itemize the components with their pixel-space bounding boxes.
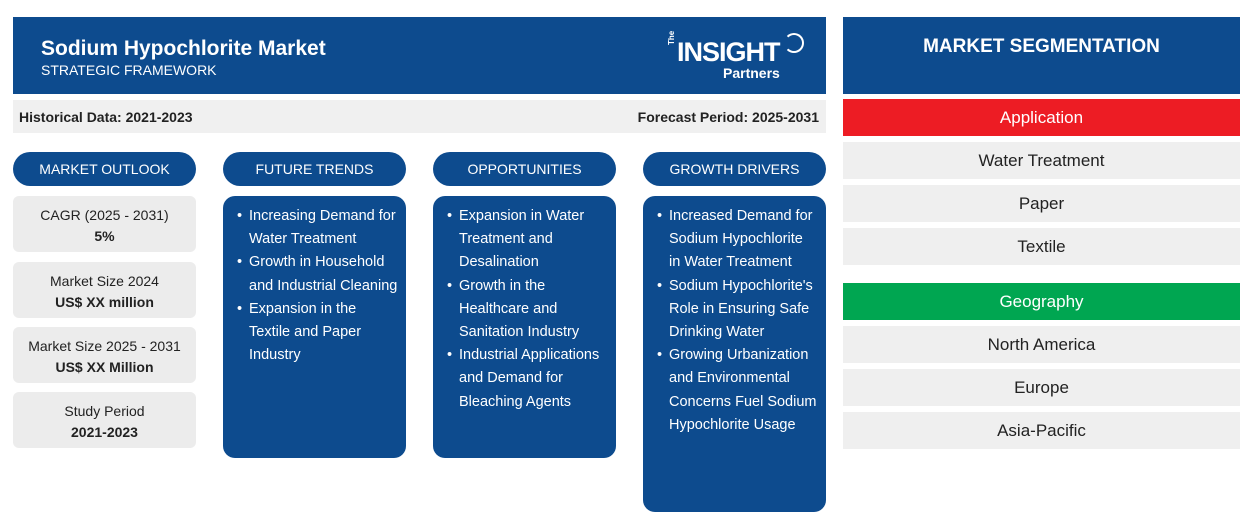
outlook-value: US$ XX Million: [55, 359, 154, 375]
list-item: Sodium Hypochlorite's Role in Ensuring S…: [657, 275, 818, 345]
outlook-card-market-size-forecast: Market Size 2025 - 2031 US$ XX Million: [13, 327, 196, 383]
outlook-label: CAGR (2025 - 2031): [40, 207, 169, 223]
outlook-value: US$ XX million: [55, 294, 154, 310]
logo-arc-icon: [784, 33, 804, 53]
report-subtitle: STRATEGIC FRAMEWORK: [41, 62, 217, 78]
opportunities-heading: OPPORTUNITIES: [433, 152, 616, 186]
growth-drivers-heading: GROWTH DRIVERS: [643, 152, 826, 186]
growth-drivers-panel: Increased Demand for Sodium Hypochlorite…: [643, 196, 826, 512]
segment-item: Asia-Pacific: [843, 412, 1240, 449]
future-trends-heading: FUTURE TRENDS: [223, 152, 406, 186]
report-title: Sodium Hypochlorite Market: [41, 37, 326, 60]
forecast-period: Forecast Period: 2025-2031: [637, 109, 819, 125]
logo-partners-text: Partners: [723, 65, 780, 81]
opportunities-panel: Expansion in Water Treatment and Desalin…: [433, 196, 616, 458]
logo-insight-text: INSIGHT: [677, 37, 781, 67]
segmentation-heading: MARKET SEGMENTATION: [843, 17, 1240, 94]
list-item: Growth in the Healthcare and Sanitation …: [447, 275, 608, 345]
list-item: Growing Urbanization and Environmental C…: [657, 344, 818, 437]
historical-data: Historical Data: 2021-2023: [19, 109, 193, 125]
list-item: Expansion in Water Treatment and Desalin…: [447, 205, 608, 275]
outlook-value: 2021-2023: [71, 424, 138, 440]
segment-item: Europe: [843, 369, 1240, 406]
future-trends-panel: Increasing Demand for Water Treatment Gr…: [223, 196, 406, 458]
list-item: Increasing Demand for Water Treatment: [237, 205, 398, 251]
list-item: Expansion in the Textile and Paper Indus…: [237, 298, 398, 368]
outlook-value: 5%: [94, 228, 115, 244]
outlook-label: Study Period: [64, 403, 145, 419]
market-outlook-heading: MARKET OUTLOOK: [13, 152, 196, 186]
outlook-card-market-size-2024: Market Size 2024 US$ XX million: [13, 262, 196, 318]
segment-item: Textile: [843, 228, 1240, 265]
report-header: Sodium Hypochlorite Market STRATEGIC FRA…: [13, 17, 826, 94]
list-item: Increased Demand for Sodium Hypochlorite…: [657, 205, 818, 275]
logo-the-text: The: [667, 30, 676, 45]
segment-item: Paper: [843, 185, 1240, 222]
list-item: Growth in Household and Industrial Clean…: [237, 251, 398, 297]
insight-partners-logo: The INSIGHT Partners: [667, 31, 807, 83]
outlook-label: Market Size 2025 - 2031: [28, 338, 181, 354]
outlook-label: Market Size 2024: [50, 273, 159, 289]
list-item: Industrial Applications and Demand for B…: [447, 344, 608, 414]
period-bar: Historical Data: 2021-2023 Forecast Peri…: [13, 100, 826, 133]
segment-category-application: Application: [843, 99, 1240, 136]
outlook-card-cagr: CAGR (2025 - 2031) 5%: [13, 196, 196, 252]
segment-item: North America: [843, 326, 1240, 363]
segment-item: Water Treatment: [843, 142, 1240, 179]
segment-category-geography: Geography: [843, 283, 1240, 320]
outlook-card-study-period: Study Period 2021-2023: [13, 392, 196, 448]
